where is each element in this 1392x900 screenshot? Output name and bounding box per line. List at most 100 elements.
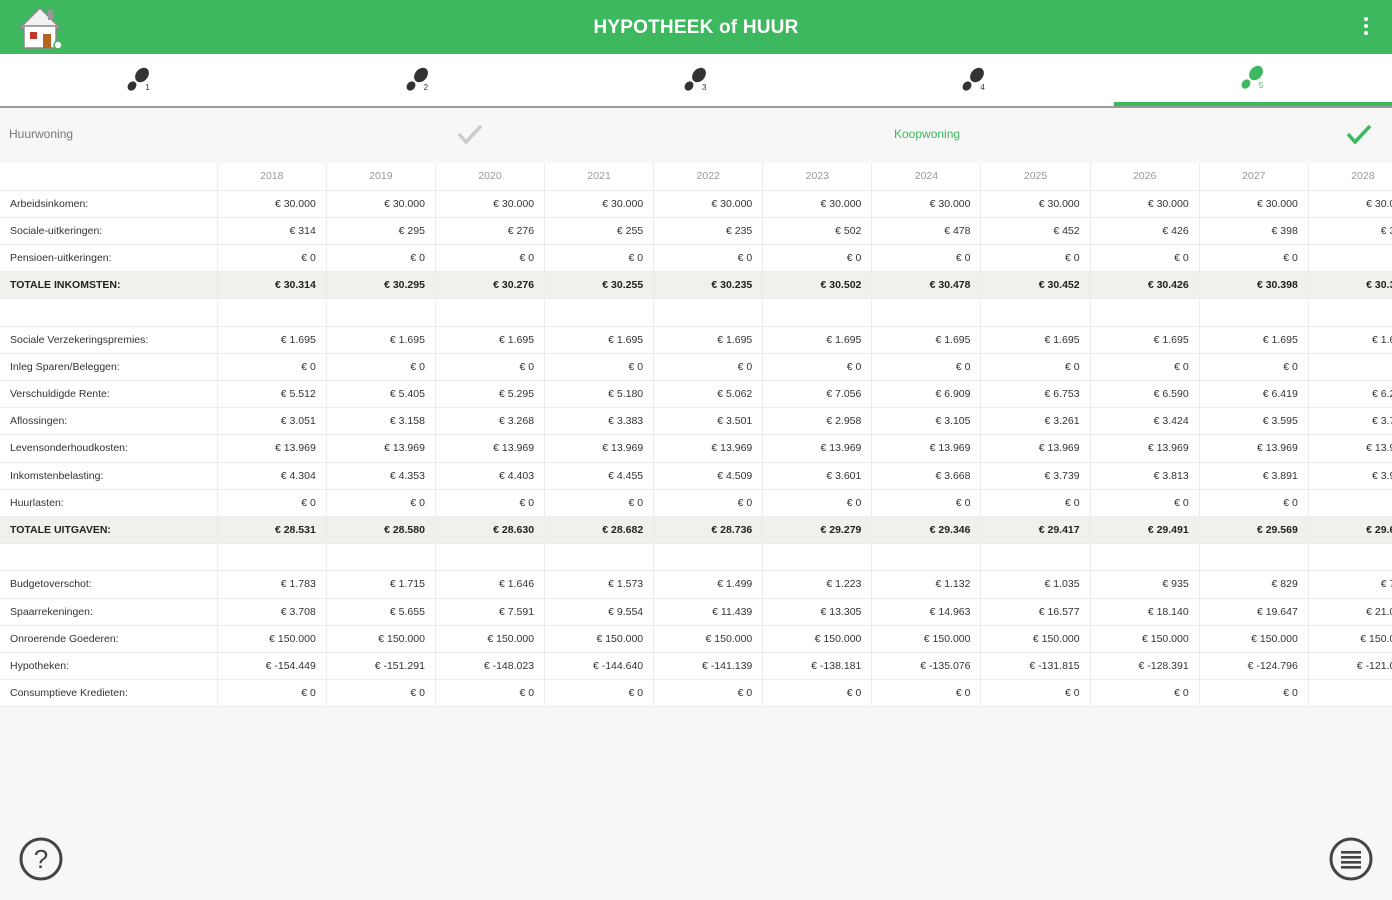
rent-option-label[interactable]: Huurwoning bbox=[9, 127, 74, 141]
value-cell: € 19.647 bbox=[1199, 598, 1309, 626]
value-cell: € 150.000 bbox=[435, 625, 546, 653]
value-cell: € -135.076 bbox=[871, 652, 982, 681]
value-cell: € 0 bbox=[871, 244, 982, 273]
rent-check-icon[interactable] bbox=[456, 122, 484, 151]
value-cell: € 150.000 bbox=[980, 625, 1091, 653]
row-label: Sociale-uitkeringen: bbox=[0, 217, 218, 246]
value-cell: € 29.569 bbox=[1199, 516, 1309, 545]
footprint-icon: 3 bbox=[681, 66, 711, 94]
value-cell: € 4.455 bbox=[544, 462, 655, 490]
value-cell: € 478 bbox=[871, 217, 982, 246]
year-header-row: 2018 2019 2020 2021 2022 2023 2024 2025 2026 2027… bbox=[0, 163, 1392, 191]
footprint-icon: 1 bbox=[124, 66, 154, 94]
value-cell: € 0 bbox=[544, 244, 655, 273]
value-cell: € 0 bbox=[544, 489, 655, 517]
value-cell: € 0 bbox=[1199, 244, 1309, 273]
tab-step-number: 5 bbox=[1258, 81, 1264, 90]
value-cell bbox=[1199, 298, 1309, 327]
buy-check-icon[interactable] bbox=[1345, 122, 1373, 151]
value-cell: € 1.646 bbox=[435, 570, 546, 599]
table-row: Sociale Verzekeringspremies: € 1.695 € 1.6… bbox=[0, 326, 1392, 354]
value-cell: € 3.739 bbox=[980, 462, 1091, 490]
value-cell: € 1.715 bbox=[326, 570, 436, 599]
value-cell: € 30.276 bbox=[435, 271, 546, 300]
value-cell: € -144.640 bbox=[544, 652, 655, 681]
value-cell: € 4.353 bbox=[326, 462, 436, 490]
value-cell bbox=[326, 543, 436, 572]
footprint-icon: 4 bbox=[959, 66, 989, 94]
year-header: 2018 bbox=[217, 163, 327, 191]
value-cell: € 0 bbox=[435, 489, 546, 517]
table-row: Hypotheken: € -154.449 € -151.291 € -148.02… bbox=[0, 652, 1392, 681]
value-cell: € 0 bbox=[871, 679, 982, 708]
table-row: Inkomstenbelasting: € 4.304 € 4.353 € 4.403… bbox=[0, 462, 1392, 490]
value-cell bbox=[1308, 298, 1392, 327]
app-bar: HYPOTHEEK of HUUR bbox=[0, 0, 1392, 54]
value-cell: € 3.813 bbox=[1090, 462, 1200, 490]
tab-step-2[interactable]: 2 bbox=[278, 54, 556, 106]
year-header: 2023 bbox=[762, 163, 873, 191]
value-cell: € 30.478 bbox=[871, 271, 982, 300]
value-cell: € 3.105 bbox=[871, 407, 982, 436]
year-header: 2020 bbox=[435, 163, 546, 191]
value-cell: € 0 bbox=[980, 489, 1091, 517]
value-cell: € 3.424 bbox=[1090, 407, 1200, 436]
table-row: Consumptieve Kredieten: € 0 € 0 € 0 € 0 € 0 € … bbox=[0, 679, 1392, 708]
value-cell: € 1.695 bbox=[326, 326, 436, 354]
value-cell: € 0 bbox=[871, 489, 982, 517]
buy-option-label[interactable]: Koopwoning bbox=[894, 127, 961, 141]
value-cell: € 28.580 bbox=[326, 516, 436, 545]
projection-table[interactable]: 2018 2019 2020 2021 2022 2023 2024 2025 2026 2027… bbox=[0, 163, 1392, 708]
value-cell: € 30.000 bbox=[435, 190, 546, 218]
value-cell: € 30.000 bbox=[871, 190, 982, 218]
row-label: Sociale Verzekeringspremies: bbox=[0, 326, 218, 354]
value-cell: € 0 bbox=[980, 353, 1091, 382]
value-cell: € 0 bbox=[544, 679, 655, 708]
value-cell: € 1.695 bbox=[871, 326, 982, 354]
value-cell: € 7.591 bbox=[435, 598, 546, 626]
footprint-icon: 5 bbox=[1238, 64, 1268, 92]
value-cell: € 0 bbox=[1308, 679, 1392, 708]
more-vert-icon[interactable] bbox=[1362, 17, 1370, 39]
value-cell: € -148.023 bbox=[435, 652, 546, 681]
tab-step-number: 1 bbox=[145, 83, 150, 92]
row-label bbox=[0, 543, 218, 572]
value-cell: € 13.969 bbox=[871, 434, 982, 463]
value-cell: € 255 bbox=[544, 217, 655, 246]
row-label: TOTALE UITGAVEN: bbox=[0, 516, 218, 545]
row-label: Inleg Sparen/Beleggen: bbox=[0, 353, 218, 382]
value-cell: € 0 bbox=[1090, 679, 1200, 708]
tab-step-5[interactable]: 5 bbox=[1113, 54, 1392, 106]
tab-step-4[interactable]: 4 bbox=[835, 54, 1113, 106]
house-icon[interactable] bbox=[14, 2, 70, 52]
value-cell: € 398 bbox=[1199, 217, 1309, 246]
value-cell: € 6.909 bbox=[871, 380, 982, 409]
value-cell: € 6.239 bbox=[1308, 380, 1392, 409]
help-circle-icon[interactable]: ? bbox=[18, 836, 64, 882]
tab-step-number: 2 bbox=[423, 83, 429, 92]
tab-step-3[interactable]: 3 bbox=[557, 54, 835, 106]
row-label bbox=[0, 298, 218, 327]
value-cell: € 150.000 bbox=[1090, 625, 1200, 653]
value-cell: € 29.491 bbox=[1090, 516, 1200, 545]
value-cell: € 719 bbox=[1308, 570, 1392, 599]
value-cell: € 13.969 bbox=[653, 434, 764, 463]
value-cell: € 3.891 bbox=[1199, 462, 1309, 490]
value-cell: € 5.180 bbox=[544, 380, 655, 409]
value-cell: € 29.417 bbox=[980, 516, 1091, 545]
value-cell: € 0 bbox=[217, 679, 327, 708]
value-cell: € 13.969 bbox=[435, 434, 546, 463]
value-cell: € 0 bbox=[762, 244, 873, 273]
value-cell: € 30.000 bbox=[980, 190, 1091, 218]
row-label: Inkomstenbelasting: bbox=[0, 462, 218, 490]
value-cell: € 30.000 bbox=[1090, 190, 1200, 218]
row-label: Huurlasten: bbox=[0, 489, 218, 517]
list-menu-icon[interactable] bbox=[1328, 836, 1374, 882]
value-cell: € 1.223 bbox=[762, 570, 873, 599]
year-header: 2021 bbox=[544, 163, 655, 191]
value-cell bbox=[762, 298, 873, 327]
tab-step-1[interactable]: 1 bbox=[0, 54, 278, 106]
value-cell: € 13.969 bbox=[1308, 434, 1392, 463]
value-cell bbox=[653, 543, 764, 572]
value-cell: € 4.304 bbox=[217, 462, 327, 490]
